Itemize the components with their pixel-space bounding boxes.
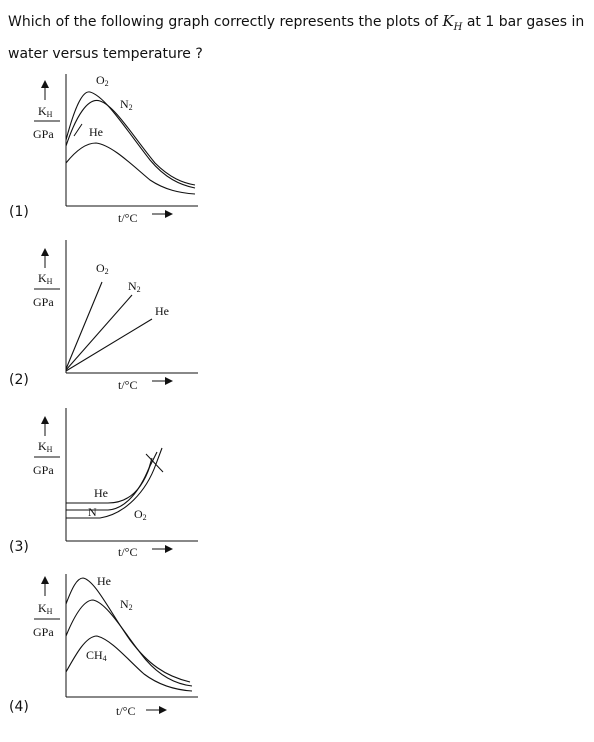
question-prefix: Which of the following graph correctly r… bbox=[8, 14, 443, 30]
question-text: Which of the following graph correctly r… bbox=[8, 8, 588, 67]
y-label-denominator: GPa bbox=[33, 625, 54, 639]
y-label-numerator: KH bbox=[38, 104, 53, 119]
curve-label-o2: O2 bbox=[96, 261, 109, 276]
curve-he bbox=[65, 318, 153, 372]
curve-label-n2: N2 bbox=[120, 97, 133, 112]
kh-symbol: KH bbox=[442, 12, 463, 33]
curve-n2 bbox=[66, 457, 153, 511]
y-label-denominator: GPa bbox=[33, 463, 54, 477]
option-4-label[interactable]: (4) bbox=[9, 699, 29, 715]
curve-o2 bbox=[65, 91, 196, 189]
curve-o2 bbox=[65, 281, 103, 370]
curve-label-n2: N2 bbox=[128, 279, 141, 294]
y-arrow bbox=[41, 576, 49, 596]
curve-n2 bbox=[65, 294, 133, 371]
curve-label-n2: N bbox=[88, 505, 97, 519]
curve-label-ch4: CH4 bbox=[86, 648, 107, 663]
y-label-numerator: KH bbox=[38, 439, 53, 454]
curve-label-he: He bbox=[94, 486, 108, 500]
y-arrow bbox=[41, 80, 49, 100]
y-label-numerator: KH bbox=[38, 271, 53, 286]
x-label: t/°C bbox=[118, 211, 137, 225]
option-2-graph[interactable]: KH GPa t/°C O2 N2 He bbox=[0, 236, 220, 396]
curve-n2 bbox=[65, 599, 193, 687]
curve-he bbox=[65, 577, 191, 683]
x-arrow bbox=[152, 377, 173, 385]
option-3-graph[interactable]: KH GPa t/°C He N O2 bbox=[0, 404, 220, 564]
option-4-graph[interactable]: KH GPa t/°C He N2 CH4 bbox=[0, 570, 220, 730]
x-label: t/°C bbox=[118, 378, 137, 392]
x-arrow bbox=[146, 706, 167, 714]
curve-label-he: He bbox=[89, 125, 103, 139]
curve-label-o2: O2 bbox=[96, 73, 109, 88]
option-2-label[interactable]: (2) bbox=[9, 372, 29, 388]
curve-n2 bbox=[65, 99, 196, 186]
y-label-numerator: KH bbox=[38, 601, 53, 616]
curve-label-he: He bbox=[155, 304, 169, 318]
x-arrow bbox=[152, 545, 173, 553]
y-arrow bbox=[41, 416, 49, 436]
curve-ch4 bbox=[65, 635, 193, 692]
option-1-graph[interactable]: KH GPa t/°C O2 N2 He bbox=[0, 70, 220, 230]
x-label: t/°C bbox=[116, 704, 135, 718]
curve-label-n2: N2 bbox=[120, 597, 133, 612]
crossing-tick bbox=[145, 453, 164, 473]
curve-label-o2: O2 bbox=[134, 507, 147, 522]
curve-he bbox=[66, 451, 158, 504]
y-label-denominator: GPa bbox=[33, 127, 54, 141]
curve-he bbox=[65, 142, 196, 195]
curve-o2 bbox=[66, 447, 163, 519]
x-arrow bbox=[152, 210, 173, 218]
y-arrow bbox=[41, 248, 49, 268]
y-label-denominator: GPa bbox=[33, 295, 54, 309]
label-pointer bbox=[73, 123, 83, 137]
curve-label-he: He bbox=[97, 574, 111, 588]
question-suffix: at 1 bar gases in water versus temperatu… bbox=[8, 14, 585, 62]
option-3-label[interactable]: (3) bbox=[9, 539, 29, 555]
option-1-label[interactable]: (1) bbox=[9, 204, 29, 220]
x-label: t/°C bbox=[118, 545, 137, 559]
